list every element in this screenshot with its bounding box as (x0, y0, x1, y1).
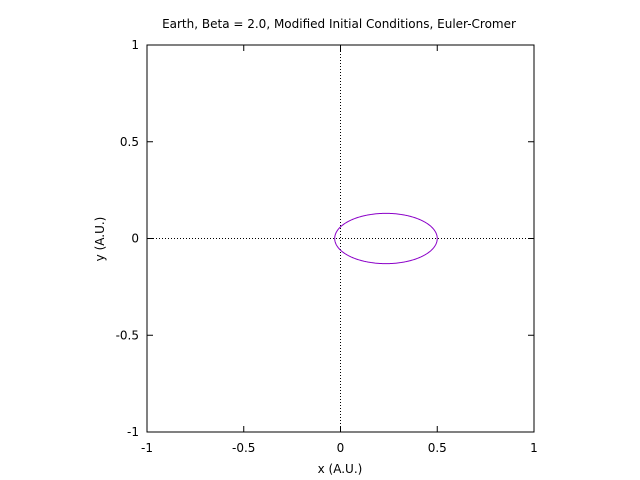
x-ticks: -1 -0.5 0 0.5 1 (141, 45, 538, 455)
x-axis-label: x (A.U.) (318, 462, 363, 476)
y-tick-label: 1 (131, 38, 139, 52)
y-axis-label: y (A.U.) (93, 217, 107, 262)
y-tick-label: 0.5 (120, 135, 139, 149)
x-tick-label: -0.5 (232, 441, 255, 455)
chart-title: Earth, Beta = 2.0, Modified Initial Cond… (162, 17, 516, 31)
x-tick-label: 0 (337, 441, 345, 455)
y-tick-label: -1 (127, 425, 139, 439)
y-tick-label: 0 (131, 232, 139, 246)
series-layer (334, 212, 438, 265)
plot-frame (146, 44, 535, 433)
orbit-series-0 (334, 212, 438, 265)
x-tick-label: -1 (141, 441, 153, 455)
y-ticks: 1 0.5 0 -0.5 -1 (116, 38, 534, 439)
y-tick-label: -0.5 (116, 328, 139, 342)
zero-axes (147, 45, 534, 432)
x-tick-label: 1 (530, 441, 538, 455)
x-tick-label: 0.5 (428, 441, 447, 455)
